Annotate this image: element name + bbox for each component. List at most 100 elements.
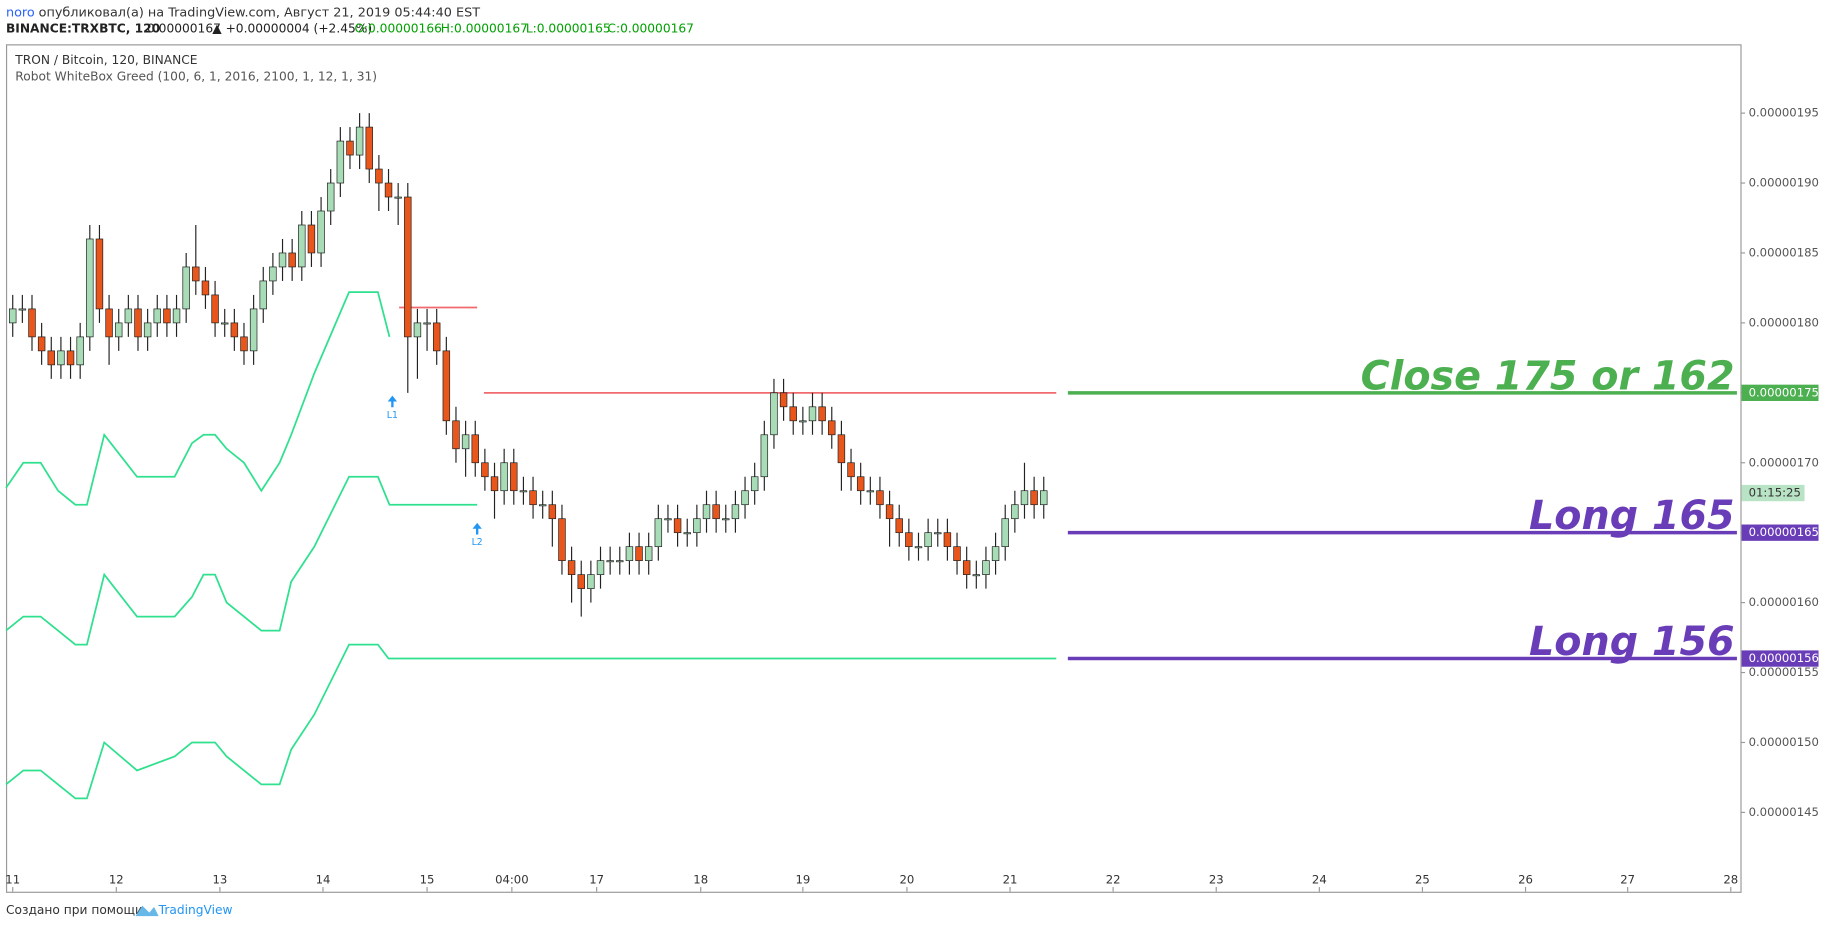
candle-body — [86, 238, 94, 338]
candle-body — [943, 532, 952, 548]
candle-body — [9, 308, 17, 324]
candle-body — [991, 546, 1000, 562]
candle-body — [404, 196, 412, 338]
candle-body — [693, 518, 701, 534]
candle-body — [934, 532, 942, 535]
candle-body — [558, 518, 566, 562]
author[interactable]: noro — [6, 5, 35, 20]
ohlc-low: L:0.00000165 — [526, 22, 611, 36]
candle-body — [750, 476, 759, 492]
x-tick-label: 04:00 — [495, 873, 529, 887]
candle-body — [567, 560, 576, 575]
candle-body — [722, 518, 730, 521]
x-tick-label: 24 — [1312, 873, 1327, 887]
candle-body — [577, 574, 585, 589]
candle-body — [18, 308, 27, 311]
indicator-line — [5, 475, 478, 646]
candle-body — [317, 210, 325, 254]
x-tick-label: 26 — [1518, 873, 1533, 887]
candle-body — [702, 504, 711, 520]
candle-body — [1011, 504, 1019, 520]
candle-body — [490, 476, 499, 492]
candle-body — [336, 140, 345, 184]
candle-body — [298, 224, 306, 268]
candle-body — [95, 238, 104, 310]
candle-body — [779, 392, 788, 408]
indicator-line — [5, 643, 1057, 800]
candle-body — [442, 350, 451, 422]
candle-body — [452, 420, 460, 450]
candle-body — [500, 462, 508, 492]
change: ▲ +0.00000004 (+2.45%) — [212, 22, 372, 36]
level-annotation: Long 156 — [1529, 619, 1735, 665]
y-tick-label: 0.00000190 — [1749, 176, 1819, 190]
candle-body — [856, 476, 865, 492]
candle-body — [461, 434, 470, 450]
signal-label: L2 — [472, 537, 483, 548]
candle-body — [413, 322, 422, 338]
symbol: BINANCE:TRXBTC, 120 — [6, 22, 160, 36]
candle-body — [220, 322, 229, 325]
candle-body — [143, 322, 152, 338]
candle-body — [664, 518, 672, 521]
y-tick-label: 0.00000195 — [1749, 106, 1819, 120]
candle-body — [606, 560, 614, 563]
candle-body — [876, 490, 884, 506]
candle-body — [384, 182, 393, 198]
x-tick-label: 18 — [693, 873, 708, 887]
level-price-label: 0.00000156 — [1749, 651, 1819, 665]
candle-body — [66, 350, 75, 366]
y-tick-label: 0.00000145 — [1749, 805, 1819, 819]
published: опубликовал(а) на TradingView.com, Авгус… — [39, 5, 481, 20]
candle-body — [538, 504, 547, 507]
indicator-line — [5, 291, 391, 506]
candle-body — [240, 336, 248, 352]
candle-body — [885, 504, 894, 520]
ohlc-high: H:0.00000167 — [441, 22, 528, 36]
level-annotation: Long 165 — [1529, 493, 1735, 539]
candle-body — [28, 308, 36, 338]
x-tick-label: 15 — [420, 873, 435, 887]
candle-body — [731, 504, 740, 520]
candle-body — [153, 308, 161, 324]
candle-body — [596, 560, 605, 575]
candle-body — [712, 504, 720, 520]
candle-body — [924, 532, 932, 548]
candle-body — [307, 224, 316, 254]
candle-body — [982, 560, 990, 575]
signal-arrow — [387, 395, 398, 408]
candle-body — [211, 294, 219, 324]
candle-body — [673, 518, 682, 534]
x-tick-label: 28 — [1723, 873, 1738, 887]
candle-body — [760, 434, 769, 478]
pane-border — [5, 44, 1742, 893]
candle-body — [124, 308, 133, 324]
x-tick-label: 13 — [212, 873, 227, 887]
candle-body — [1020, 490, 1029, 506]
y-tick-label: 0.00000180 — [1749, 315, 1819, 329]
candle-body — [625, 546, 634, 562]
level-annotation: Close 175 or 162 — [1361, 353, 1735, 399]
candle-body — [259, 280, 267, 310]
candle-body — [828, 420, 836, 436]
candle-body — [432, 322, 441, 352]
candle-body — [644, 546, 653, 562]
y-tick-label: 0.00000160 — [1749, 595, 1819, 609]
footer-brand[interactable]: TradingView — [158, 903, 233, 917]
candle-body — [616, 560, 624, 563]
candle-body — [808, 406, 817, 422]
signal-label: L1 — [387, 410, 398, 421]
candle-body — [529, 490, 537, 506]
candle-body — [105, 308, 113, 338]
candle-body — [355, 126, 364, 156]
candle-body — [1040, 490, 1048, 506]
footer-text: Создано при помощи — [6, 903, 143, 917]
x-tick-label: 23 — [1209, 873, 1224, 887]
candle-body — [789, 406, 797, 422]
level-price-label: 0.00000175 — [1749, 385, 1819, 399]
level-price-box — [1741, 650, 1819, 667]
candle-body — [394, 196, 402, 199]
candle-body — [741, 490, 749, 506]
candle-body — [365, 126, 373, 170]
candle-body — [269, 266, 277, 282]
